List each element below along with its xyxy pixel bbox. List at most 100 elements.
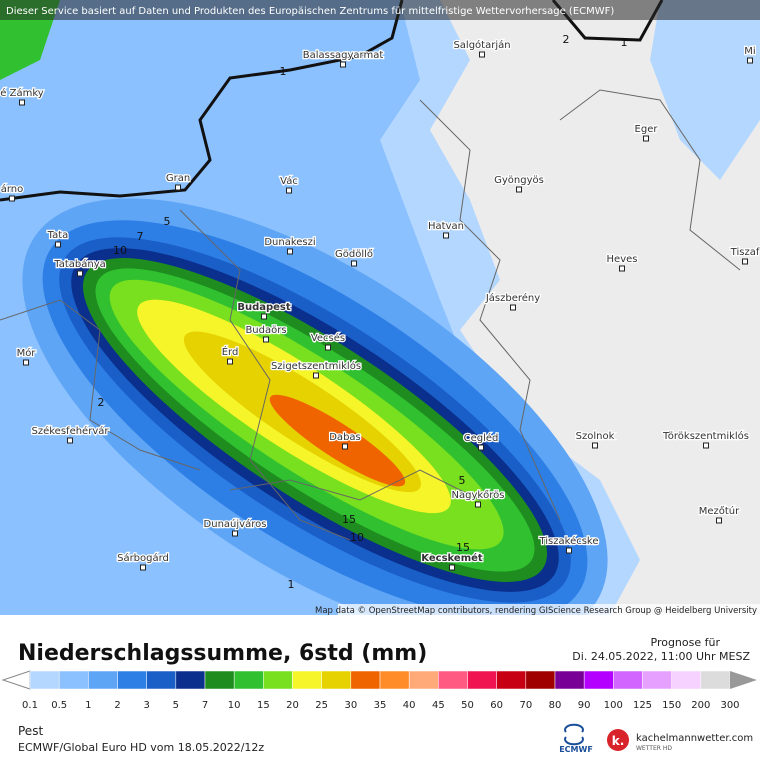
legend-label: 90 bbox=[578, 700, 591, 711]
city-dot bbox=[232, 530, 238, 537]
city-label: Cegléd bbox=[464, 432, 499, 444]
legend-swatch bbox=[379, 670, 410, 690]
city-dot bbox=[261, 313, 267, 320]
city-label: Dunakeszi bbox=[264, 237, 315, 248]
city-label: Szolnok bbox=[576, 431, 615, 442]
city-label: é Zámky bbox=[0, 87, 43, 99]
legend-swatch bbox=[642, 670, 672, 690]
legend-label: 5 bbox=[173, 700, 179, 711]
city-dot bbox=[716, 517, 722, 524]
city-dot bbox=[510, 304, 516, 311]
city-label: Nagykőrös bbox=[451, 489, 504, 501]
site-logo: kachelmannwetter.com bbox=[636, 733, 753, 744]
city-dot bbox=[286, 187, 292, 194]
legend-label: 300 bbox=[720, 700, 739, 711]
legend-label: 50 bbox=[461, 700, 474, 711]
attribution: Map data © OpenStreetMap contributors, r… bbox=[315, 606, 757, 616]
city-label: Gran bbox=[166, 173, 190, 184]
city-label: Hatvan bbox=[428, 221, 464, 232]
site-sub: WETTER HD bbox=[636, 745, 672, 752]
legend-swatch bbox=[175, 670, 206, 690]
city-dot bbox=[340, 61, 346, 68]
legend-label: 2 bbox=[114, 700, 120, 711]
contour-label: 10 bbox=[113, 244, 127, 257]
legend-swatch bbox=[554, 670, 585, 690]
legend-label: 200 bbox=[691, 700, 710, 711]
title: Niederschlagssumme, 6std (mm) bbox=[18, 641, 427, 666]
city-label: Tata bbox=[47, 230, 69, 241]
legend-label: 25 bbox=[315, 700, 328, 711]
legend-swatch bbox=[263, 670, 293, 690]
city-dot bbox=[175, 184, 181, 191]
city-label: Vecsés bbox=[311, 332, 345, 344]
city-dot bbox=[287, 248, 293, 255]
city-dot bbox=[449, 564, 455, 571]
legend-swatch bbox=[58, 670, 89, 690]
city-label: Dabas bbox=[329, 432, 361, 443]
contour-label: 2 bbox=[563, 33, 570, 46]
legend-swatch bbox=[408, 670, 439, 690]
city-dot bbox=[313, 372, 319, 379]
contour-label: 1 bbox=[288, 578, 295, 591]
legend-swatch bbox=[496, 670, 527, 690]
city-label: Tatabánya bbox=[53, 258, 106, 270]
city-label: Kecskemét bbox=[421, 552, 483, 564]
legend-swatch bbox=[350, 670, 381, 690]
city-dot bbox=[592, 442, 598, 449]
legend-swatch bbox=[29, 670, 60, 690]
city-label: Jászberény bbox=[485, 292, 540, 304]
model-run: ECMWF/Global Euro HD vom 18.05.2022/12z bbox=[18, 741, 264, 754]
city-dot bbox=[227, 358, 233, 365]
legend-label: 7 bbox=[202, 700, 208, 711]
city-dot bbox=[23, 359, 29, 366]
city-label: Dunaújváros bbox=[204, 518, 267, 530]
city-dot bbox=[742, 258, 748, 265]
contour-label: 1 bbox=[621, 36, 628, 49]
city-dot bbox=[351, 260, 357, 267]
city-dot bbox=[342, 443, 348, 450]
city-dot bbox=[67, 437, 73, 444]
contour-label: 10 bbox=[350, 531, 364, 544]
legend-swatch bbox=[204, 670, 235, 690]
city-dot bbox=[55, 241, 61, 248]
legend-label: 35 bbox=[374, 700, 387, 711]
legend-label: 3 bbox=[143, 700, 149, 711]
city-label: Érd bbox=[222, 345, 239, 358]
city-dot bbox=[9, 195, 15, 202]
city-dot bbox=[325, 344, 331, 351]
city-label: Budaörs bbox=[245, 325, 286, 336]
legend-arrow-left bbox=[1, 670, 31, 690]
city-dot bbox=[479, 51, 485, 58]
legend-swatch bbox=[467, 670, 497, 690]
legend-swatch bbox=[671, 670, 702, 690]
legend-swatch bbox=[321, 670, 352, 690]
city-dot bbox=[19, 99, 25, 106]
city-dot bbox=[643, 135, 649, 142]
legend-label: 40 bbox=[403, 700, 416, 711]
legend-label: 125 bbox=[633, 700, 652, 711]
legend-label: 60 bbox=[490, 700, 503, 711]
city-label: Gödöllő bbox=[335, 248, 373, 260]
city-label: Budapest bbox=[237, 302, 291, 313]
city-label: Salgótarján bbox=[453, 39, 510, 51]
city-dot bbox=[516, 186, 522, 193]
legend-label: 80 bbox=[549, 700, 562, 711]
city-label: Balassagyarmat bbox=[303, 50, 384, 61]
city-dot bbox=[77, 270, 83, 277]
k-logo: k. bbox=[612, 734, 625, 748]
legend-swatch bbox=[525, 670, 556, 690]
city-label: Mi bbox=[744, 46, 755, 57]
city-label: Gyöngyös bbox=[494, 175, 544, 186]
city-label: Törökszentmiklós bbox=[662, 430, 749, 442]
forecast-time: Di. 24.05.2022, 11:00 Uhr MESZ bbox=[572, 650, 750, 663]
city-dot bbox=[619, 265, 625, 272]
city-label: Mór bbox=[17, 347, 37, 359]
contour-label: 5 bbox=[164, 215, 171, 228]
contour-label: 5 bbox=[459, 474, 466, 487]
contour-label: 15 bbox=[456, 541, 470, 554]
city-dot bbox=[263, 336, 269, 343]
legend-swatch bbox=[88, 670, 118, 690]
city-label: Vác bbox=[280, 175, 298, 187]
